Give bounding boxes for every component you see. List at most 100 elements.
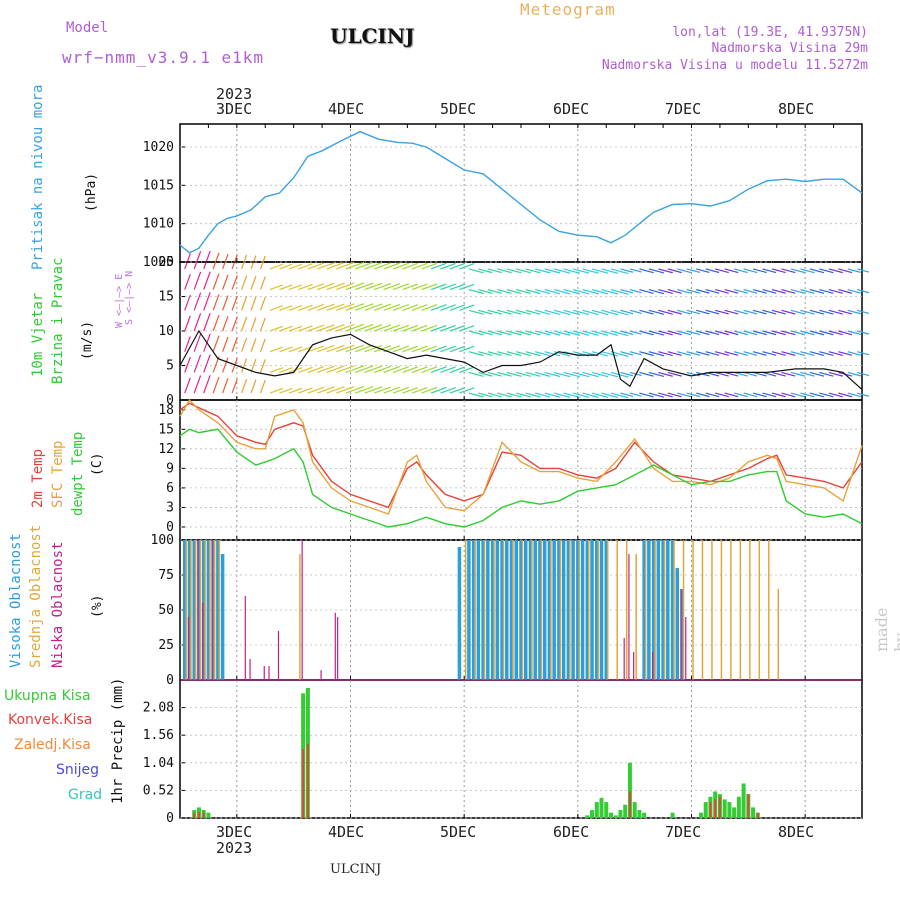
convective-rain-bar [718,796,721,818]
cloud-bar [301,540,303,680]
wind-arrow [677,289,691,294]
wind-arrow [506,289,522,295]
top-day-label: 3DEC [216,100,253,118]
cloud-bar [542,540,547,680]
wind-arrow [857,371,870,377]
cloud-bar [249,659,251,680]
wind-arrow [203,354,211,373]
wind-arrow [402,304,419,311]
wind-arrow [373,282,392,291]
wind-arrow [771,309,786,315]
wind-arrow [326,261,345,270]
wind-arrow [487,351,502,356]
wind-arrow [639,309,654,315]
wind-arrow [658,330,673,336]
wind-arrow [279,284,293,291]
cloud-bar [190,540,192,680]
cloud-bar [597,540,600,680]
wind-arrow [828,309,843,315]
total-rain-bar [599,797,604,818]
wind-arrow [781,268,796,274]
cloud-bar [521,540,524,680]
wind-arrow [847,392,861,398]
wind-arrow [184,315,191,332]
top-day-label: 6DEC [553,100,590,118]
wind-arrow [497,309,512,315]
wind-arrow [184,377,191,394]
wind-arrow [667,392,682,398]
wind-arrow [383,365,401,373]
wind-arrow [752,392,767,398]
wind-arrow [449,345,466,353]
wind-arrow [250,296,257,311]
cloud-bar [197,540,201,680]
wind-arrow [298,263,313,270]
wind-arrow [259,338,266,352]
wind-arrow [222,357,229,373]
wind-arrow [326,344,345,353]
wind-arrow [497,392,512,398]
wind-arrow [440,345,456,353]
wind-arrow [440,387,456,394]
wind-arrow [620,268,634,273]
wind-arrow [639,330,654,336]
legend-freezing-rain: Zaledj.Kisa [14,737,91,753]
wind-arrow [259,379,266,394]
wind-arrow [506,268,522,274]
top-day-label: 7DEC [665,100,702,118]
wind-arrow [449,283,466,291]
wind-arrow [392,262,410,270]
cloud-bar [680,589,682,680]
wind-arrow [203,250,211,270]
wind-arrow [184,294,191,311]
wind-arrow [828,289,843,294]
wind-arrow [497,268,512,274]
wind-arrow [355,365,374,373]
wind-arrow [411,283,428,291]
bottom-day-label: 5DEC [440,823,477,841]
wind-arrow [345,261,365,270]
cloud-bar [777,589,779,680]
wind-arrow [648,371,665,378]
cloud-bar [569,540,571,680]
wind-arrow [724,330,739,336]
wind-arrow [516,330,531,336]
wind-arrow [677,268,691,274]
wind-arrow [610,268,629,275]
wind-arrow [241,379,248,394]
wind-arrow [582,289,599,295]
wind-arrow [743,330,758,336]
wind-arrow [752,268,767,274]
wind-arrow [487,309,502,315]
wind-arrow [184,253,191,270]
wind-arrow [800,330,815,336]
cloud-bar [320,670,322,680]
wind-arrow [838,289,853,294]
wind-arrow [733,330,748,336]
wind-arrow [686,289,701,294]
wind-arrow [307,386,325,394]
wind-arrow [620,371,634,377]
wind-arrow [838,309,853,315]
wind-arrow [629,268,642,273]
wind-arrow [809,268,825,274]
wind-arrow [269,387,283,394]
wind-arrow [553,268,571,274]
cloud-bar [268,666,270,680]
wind-arrow [639,268,654,274]
cloud-bar [749,540,751,680]
total-rain-bar [642,812,647,818]
wind-arrow [430,304,447,311]
y-tick-label: 5 [166,359,174,374]
wind-arrow [819,309,834,315]
wind-arrow [336,385,355,394]
cloud-bar [206,540,211,680]
wind-arrow [771,289,786,294]
cloud-bar [588,540,590,680]
wind-arrow [743,392,758,398]
wind-arrow [317,365,335,373]
wind-arrow [629,309,642,314]
wind-arrow [411,304,428,311]
wind-arrow [250,317,257,332]
wind-arrow [724,371,739,377]
